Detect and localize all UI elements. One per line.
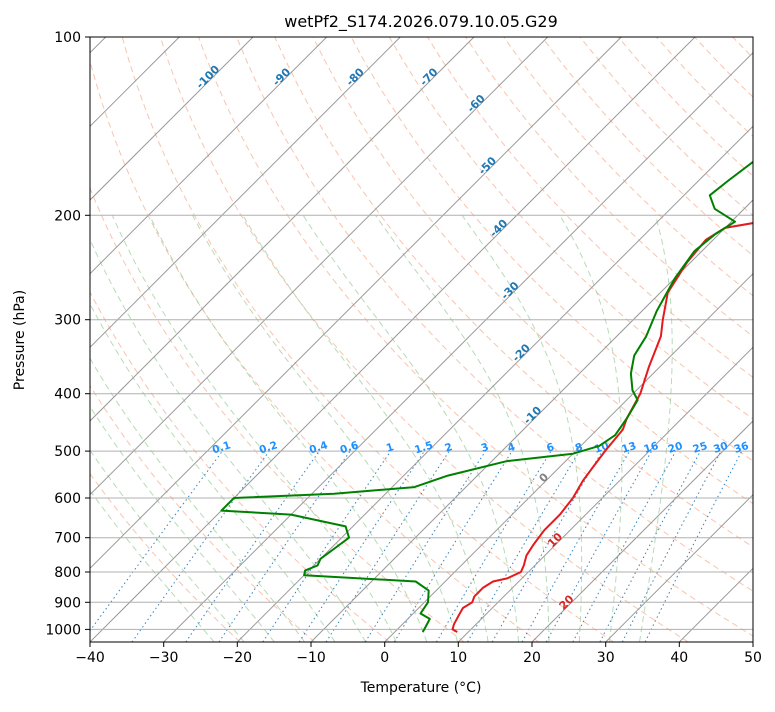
y-tick-label: 700 [54,531,81,547]
x-tick-label: −30 [149,650,179,666]
y-tick-label: 500 [54,444,81,460]
x-tick-label: 20 [523,650,541,666]
y-tick-label: 1000 [45,622,81,638]
x-tick-label: −40 [75,650,105,666]
x-tick-label: 50 [744,650,762,666]
y-tick-label: 600 [54,491,81,507]
y-tick-label: 100 [54,30,81,46]
y-axis-label: Pressure (hPa) [12,290,28,390]
x-tick-label: 0 [380,650,389,666]
y-tick-label: 300 [54,313,81,329]
y-tick-label: 800 [54,565,81,581]
y-tick-label: 900 [54,595,81,611]
y-tick-label: 200 [54,208,81,224]
x-tick-label: −10 [296,650,326,666]
x-axis-label: Temperature (°C) [360,680,482,696]
x-tick-label: −20 [223,650,253,666]
x-tick-label: 30 [597,650,615,666]
x-tick-label: 40 [670,650,688,666]
chart-title: wetPf2_S174.2026.079.10.05.G29 [284,12,558,32]
x-tick-label: 10 [449,650,467,666]
y-tick-label: 400 [54,387,81,403]
